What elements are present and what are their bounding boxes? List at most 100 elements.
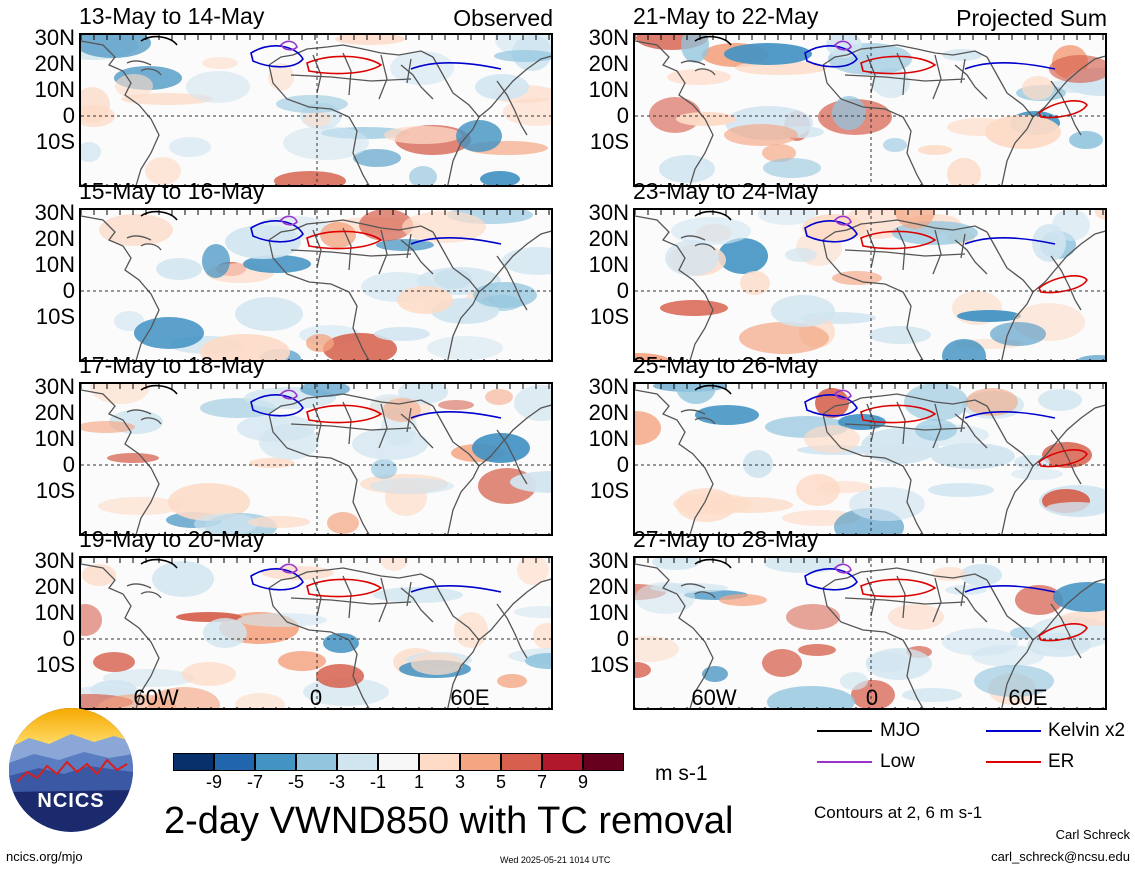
low-contour: [833, 215, 852, 226]
kelvin-contour: [410, 585, 502, 593]
mjo-contour: [694, 558, 732, 569]
coastline: [1032, 578, 1105, 641]
coastline: [496, 603, 528, 659]
kelvin-contour: [804, 394, 858, 417]
coastline: [1050, 429, 1082, 485]
shading-blob: [497, 674, 527, 688]
mjo-contour: [140, 558, 178, 569]
shading-blob: [758, 210, 816, 225]
lat-label-p6-1: 20N: [588, 400, 629, 425]
kelvin-contour: [410, 237, 502, 245]
shading-blob: [456, 120, 502, 152]
lat-label-p4-0: 30N: [588, 200, 629, 225]
er-contour: [306, 404, 383, 424]
shading-blob: [300, 384, 350, 397]
coastline: [478, 230, 551, 293]
shading-blob: [932, 567, 966, 581]
colorbar-swatch: [214, 753, 255, 771]
coastline: [635, 215, 714, 360]
mjo-contour: [140, 384, 178, 395]
shading-blob: [274, 171, 346, 185]
shading-blob: [681, 35, 709, 63]
lon-label-left-60e: 60E: [450, 685, 490, 710]
colorbar-tick-label: -7: [246, 772, 263, 792]
coastline: [126, 235, 162, 251]
coastline: [268, 567, 434, 589]
shading-blob: [276, 95, 348, 113]
mjo-contour: [694, 210, 732, 221]
shading-blob: [942, 628, 1018, 656]
coastline: [844, 575, 966, 623]
colorbar-tick-label: 1: [413, 772, 424, 792]
shading-blob: [235, 297, 303, 331]
colorbar-tick-label: -1: [369, 772, 386, 792]
legend-label-mjo: MJO: [880, 720, 921, 741]
shading-blob: [635, 662, 651, 678]
shading-blob: [107, 453, 159, 463]
panel-title-p1: 13-May to 14-May: [79, 3, 265, 29]
shading-blob: [225, 225, 301, 259]
kelvin-contour: [804, 568, 858, 591]
footer-email[interactable]: carl_schreck@ncsu.edu: [991, 849, 1130, 864]
kelvin-contour: [964, 237, 1056, 245]
coastline: [268, 587, 370, 708]
shading-blob: [947, 158, 981, 185]
shading-blob: [942, 339, 986, 360]
lat-label-p5-2: 10N: [34, 426, 75, 451]
kelvin-contour: [964, 411, 1056, 419]
low-contour: [279, 40, 298, 51]
shading-blob: [323, 333, 397, 360]
kelvin-contour: [250, 568, 304, 591]
coastline: [822, 567, 988, 589]
lat-label-p3-2: 10N: [34, 252, 75, 277]
shading-blob: [785, 248, 817, 262]
lon-label-right-0: 0: [865, 685, 879, 710]
shading-blob: [81, 142, 101, 162]
coastline: [478, 578, 551, 641]
shading-blob: [635, 636, 679, 662]
coastline: [478, 55, 551, 118]
shading-blob: [81, 421, 135, 433]
er-contour: [860, 55, 937, 75]
low-contour: [279, 215, 298, 226]
shading-blob: [249, 458, 295, 468]
coastline: [844, 52, 966, 100]
colorbar-tick-label: 7: [536, 772, 547, 792]
coastline: [822, 393, 988, 415]
shading-blob: [384, 126, 462, 144]
shading-blob: [660, 300, 728, 316]
shading-blob: [390, 51, 454, 85]
lat-label-p8-4: 10S: [589, 652, 629, 677]
coastline: [635, 40, 714, 185]
lat-label-p5-0: 30N: [34, 374, 75, 399]
coastline: [478, 404, 551, 467]
shading-blob: [676, 112, 736, 126]
mjo-contour: [140, 210, 178, 221]
lat-label-p5-3: 0: [62, 452, 75, 477]
panel-title-p6: 25-May to 26-May: [633, 352, 819, 378]
coastline: [400, 413, 434, 449]
map-graphic-p3: [81, 210, 551, 360]
shading-blob: [883, 138, 907, 152]
shading-blob: [840, 672, 868, 690]
footer-url[interactable]: ncics.org/mjo: [6, 849, 83, 864]
lat-label-p1-0: 30N: [34, 25, 75, 50]
kelvin-contour: [964, 585, 1056, 593]
er-contour: [1037, 449, 1088, 468]
shading-blob: [200, 334, 290, 360]
coastline: [1050, 255, 1082, 311]
coastline: [268, 413, 370, 534]
map-graphic-p6: [635, 384, 1105, 534]
lat-label-p8-3: 0: [616, 626, 629, 651]
colorbar-swatch: [378, 753, 419, 771]
coastline: [268, 239, 370, 360]
shading-blob: [849, 487, 925, 521]
coastline: [290, 401, 412, 449]
lat-label-p8-1: 20N: [588, 574, 629, 599]
shading-blob: [510, 471, 551, 493]
lat-label-p2-4: 10S: [589, 129, 629, 154]
lat-label-p1-2: 10N: [34, 77, 75, 102]
shading-blob: [1022, 76, 1054, 100]
lat-label-p7-3: 0: [62, 626, 75, 651]
shading-blob: [411, 653, 463, 675]
